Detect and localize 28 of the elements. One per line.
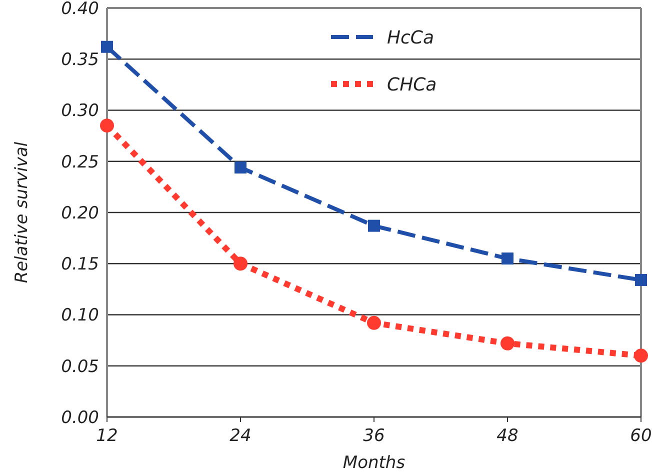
point xyxy=(100,118,114,133)
legend-label: HcCa xyxy=(387,27,434,48)
y-tick-label: 0.35 xyxy=(61,50,99,70)
y-tick-label: 0.15 xyxy=(61,254,99,275)
y-tick-label: 0.10 xyxy=(61,306,99,326)
legend-label: CHCa xyxy=(387,74,437,96)
point xyxy=(368,220,380,232)
x-tick-label: 12 xyxy=(96,426,118,446)
point xyxy=(500,336,514,350)
point xyxy=(234,162,246,174)
x-axis-title: Months xyxy=(342,453,406,473)
y-tick-label: 0.25 xyxy=(61,152,99,172)
x-tick-label: 36 xyxy=(363,426,385,446)
point xyxy=(635,274,647,286)
point xyxy=(502,252,514,265)
point xyxy=(101,40,113,53)
y-tick-label: 0.40 xyxy=(61,0,99,19)
y-tick-label: 0.05 xyxy=(61,356,99,377)
point xyxy=(234,256,248,271)
x-tick-label: 48 xyxy=(496,426,518,446)
y-axis-title: Relative survival xyxy=(12,142,32,284)
point xyxy=(367,316,381,330)
y-tick-label: 0.30 xyxy=(61,101,99,122)
y-tick-label: 0.00 xyxy=(61,408,99,428)
y-tick-label: 0.20 xyxy=(61,203,99,224)
x-tick-label: 60 xyxy=(630,426,652,446)
x-tick-label: 24 xyxy=(230,426,252,446)
point xyxy=(634,348,648,363)
